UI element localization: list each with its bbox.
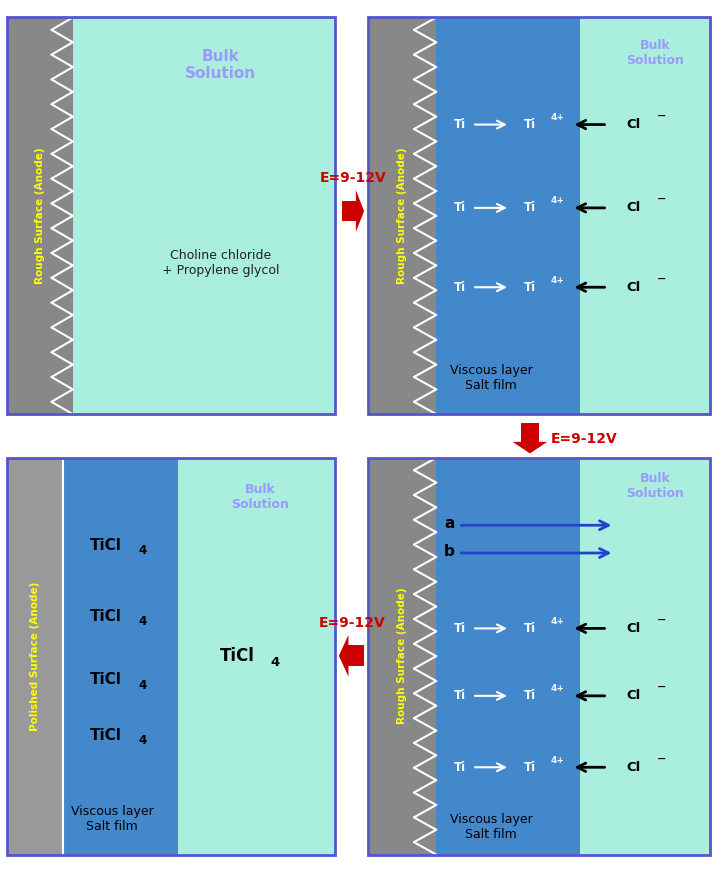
Text: Viscous layer
Salt film: Viscous layer Salt film [450,813,532,841]
Text: 4: 4 [138,544,146,556]
Text: Ti: Ti [523,118,536,131]
Text: Ti: Ti [523,201,536,215]
Text: 4+: 4+ [551,196,565,205]
FancyBboxPatch shape [580,458,710,855]
Text: E=9-12V: E=9-12V [319,616,385,630]
Polygon shape [513,442,547,453]
Text: Cl: Cl [627,281,640,294]
FancyBboxPatch shape [521,423,539,442]
Text: Ti: Ti [454,622,466,635]
Text: Ti: Ti [523,690,536,702]
Text: Rough Surface (Anode): Rough Surface (Anode) [35,147,45,284]
FancyBboxPatch shape [7,17,73,414]
Text: Ti: Ti [454,118,466,131]
Text: Ti: Ti [523,281,536,294]
Text: Ti: Ti [454,281,466,294]
Text: 4+: 4+ [551,276,565,284]
Text: Cl: Cl [627,690,640,702]
Text: 4: 4 [138,615,146,628]
Text: Cl: Cl [627,760,640,773]
Text: Bulk
Solution: Bulk Solution [627,472,684,500]
Text: 4+: 4+ [551,756,565,765]
Text: −: − [657,682,666,692]
Text: Cl: Cl [627,201,640,215]
Text: a: a [445,515,455,531]
FancyBboxPatch shape [7,17,335,414]
Text: −: − [657,194,666,204]
FancyBboxPatch shape [580,17,710,414]
Text: 4: 4 [270,656,279,669]
Text: 4: 4 [138,678,146,691]
Text: −: − [657,615,666,624]
Text: Ti: Ti [454,760,466,773]
Text: Rough Surface (Anode): Rough Surface (Anode) [397,147,407,284]
FancyBboxPatch shape [7,458,178,855]
Text: TiCl: TiCl [89,728,122,743]
Text: Polished Surface (Anode): Polished Surface (Anode) [30,582,40,731]
Text: 4+: 4+ [551,617,565,626]
Text: Rough Surface (Anode): Rough Surface (Anode) [397,588,407,725]
Text: Cl: Cl [627,622,640,635]
FancyBboxPatch shape [348,645,364,666]
Text: Ti: Ti [454,690,466,702]
FancyBboxPatch shape [178,458,335,855]
FancyBboxPatch shape [368,17,436,414]
Text: Ti: Ti [454,201,466,215]
Text: 4: 4 [138,734,146,747]
Text: Bulk
Solution: Bulk Solution [231,483,288,512]
Polygon shape [339,635,348,677]
Text: Ti: Ti [523,622,536,635]
FancyBboxPatch shape [7,458,63,855]
Text: E=9-12V: E=9-12V [320,171,386,185]
FancyBboxPatch shape [368,458,436,855]
Text: TiCl: TiCl [89,609,122,624]
Text: −: − [657,111,666,121]
Polygon shape [356,190,364,232]
Text: Viscous layer
Salt film: Viscous layer Salt film [71,805,154,833]
Text: Bulk
Solution: Bulk Solution [627,39,684,67]
Text: TiCl: TiCl [219,647,255,665]
FancyBboxPatch shape [342,201,356,221]
FancyBboxPatch shape [368,17,580,414]
Text: Choline chloride
+ Propylene glycol: Choline chloride + Propylene glycol [162,249,279,277]
Text: −: − [657,274,666,283]
Text: TiCl: TiCl [89,672,122,687]
Text: Ti: Ti [523,760,536,773]
Text: E=9-12V: E=9-12V [551,432,617,446]
Text: Viscous layer
Salt film: Viscous layer Salt film [450,364,532,392]
Text: TiCl: TiCl [89,537,122,553]
Text: 4+: 4+ [551,112,565,122]
Text: Bulk
Solution: Bulk Solution [185,49,256,81]
Text: −: − [657,753,666,764]
FancyBboxPatch shape [368,458,580,855]
Text: b: b [444,543,455,559]
Text: Cl: Cl [627,118,640,131]
Text: 4+: 4+ [551,685,565,693]
